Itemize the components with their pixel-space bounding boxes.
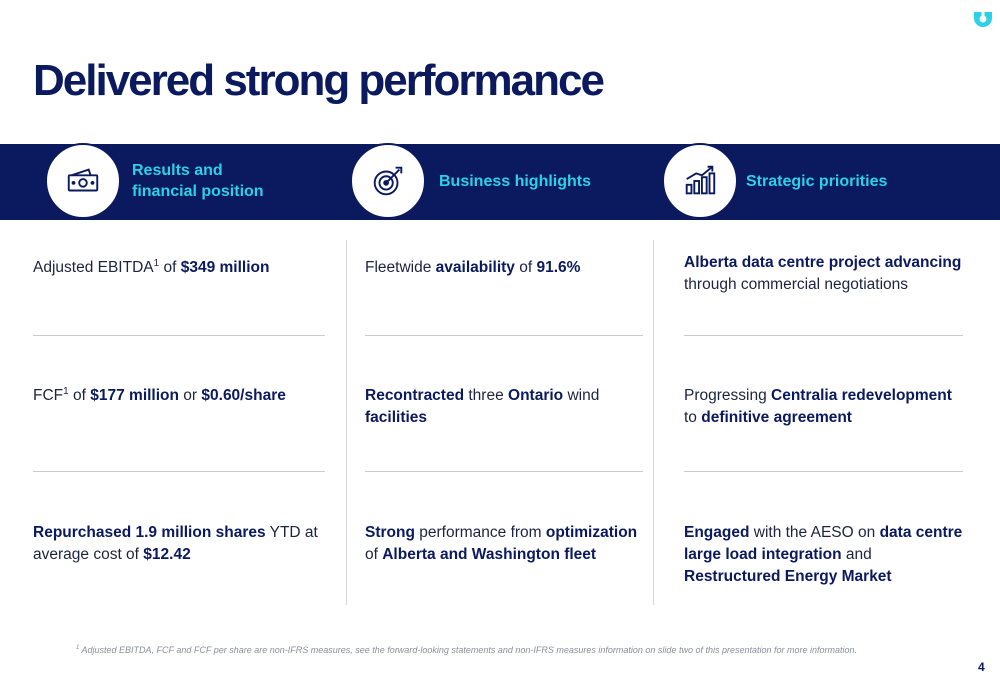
body-text: of (159, 259, 181, 276)
row-divider (33, 471, 325, 472)
emphasis-text: $0.60/share (201, 387, 286, 404)
highlight-item: Adjusted EBITDA1 of $349 million (33, 257, 323, 279)
strategic-icon-circle (662, 143, 738, 219)
brand-logo-icon (974, 12, 992, 27)
footnote-ref: 1 (153, 257, 160, 269)
body-text: performance from (414, 524, 546, 541)
page-number: 4 (978, 660, 985, 674)
emphasis-text: Alberta data centre project advancing (684, 254, 962, 271)
emphasis-text: definitive agreement (701, 409, 852, 426)
highlight-item: Engaged with the AESO on data centre lar… (684, 522, 969, 588)
row-divider (365, 471, 643, 472)
body-text: Adjusted EBITDA (33, 259, 154, 276)
emphasis-text: $12.42 (143, 546, 191, 563)
emphasis-text: Alberta and Washington fleet (382, 546, 597, 563)
target-icon (373, 166, 403, 196)
emphasis-text: Restructured Energy Market (684, 568, 892, 585)
body-text: three (464, 387, 509, 404)
emphasis-text: Repurchased 1.9 million shares (33, 524, 266, 541)
highlight-item: Progressing Centralia redevelopment to d… (684, 385, 969, 429)
body-text: or (178, 387, 202, 404)
highlight-item: FCF1 of $177 million or $0.60/share (33, 385, 323, 407)
row-divider (684, 335, 963, 336)
emphasis-text: facilities (365, 409, 428, 426)
footnote-marker: 1 (76, 645, 80, 651)
body-text: YTD at average cost of (33, 524, 318, 563)
body-text: and (841, 546, 872, 563)
row-divider (33, 335, 325, 336)
emphasis-text: $349 million (180, 259, 270, 276)
emphasis-text: Engaged (684, 524, 750, 541)
heading-line: Results and (132, 162, 223, 179)
column-divider (346, 240, 347, 605)
emphasis-text: data centre large load integration (684, 524, 963, 563)
emphasis-text: Recontracted (365, 387, 465, 404)
body-text: of (365, 546, 383, 563)
emphasis-text: Centralia redevelopment (771, 387, 952, 404)
column-heading-business: Business highlights (439, 171, 591, 192)
body-text: through commercial negotiations (684, 276, 909, 293)
body-text: wind (563, 387, 600, 404)
emphasis-text: Strong (365, 524, 415, 541)
column-divider (653, 240, 654, 605)
body-text: with the AESO on (749, 524, 880, 541)
highlight-item: Strong performance from optimization of … (365, 522, 643, 566)
row-divider (684, 471, 963, 472)
body-text: Progressing (684, 387, 772, 404)
heading-line: Strategic priorities (746, 173, 888, 190)
body-text: to (684, 409, 702, 426)
body-text: Fleetwide (365, 259, 436, 276)
column-heading-strategic: Strategic priorities (746, 171, 887, 192)
heading-line: Business highlights (439, 173, 592, 190)
growth-chart-icon (685, 165, 716, 195)
footnote: 1 Adjusted EBITDA, FCF and FCF per share… (76, 645, 857, 655)
highlight-item: Alberta data centre project advancing th… (684, 252, 969, 296)
footnote-text: Adjusted EBITDA, FCF and FCF per share a… (79, 645, 858, 655)
body-text: of (68, 387, 91, 404)
emphasis-text: Ontario (508, 387, 564, 404)
highlight-item: Recontracted three Ontario wind faciliti… (365, 385, 643, 429)
business-icon-circle (350, 143, 426, 219)
body-text: of (514, 259, 537, 276)
emphasis-text: availability (435, 259, 515, 276)
section-header-band (0, 144, 1000, 220)
highlight-item: Fleetwide availability of 91.6% (365, 257, 643, 279)
column-heading-results: Results and financial position (132, 160, 264, 202)
cash-icon (67, 168, 99, 192)
emphasis-text: $177 million (90, 387, 179, 404)
emphasis-text: 91.6% (536, 259, 581, 276)
row-divider (365, 335, 643, 336)
footnote-ref: 1 (63, 385, 69, 397)
results-icon-circle (45, 143, 121, 219)
highlight-item: Repurchased 1.9 million shares YTD at av… (33, 522, 323, 566)
body-text: FCF (33, 387, 64, 404)
heading-line: financial position (132, 183, 264, 200)
emphasis-text: optimization (545, 524, 638, 541)
page-title: Delivered strong performance (33, 56, 605, 105)
